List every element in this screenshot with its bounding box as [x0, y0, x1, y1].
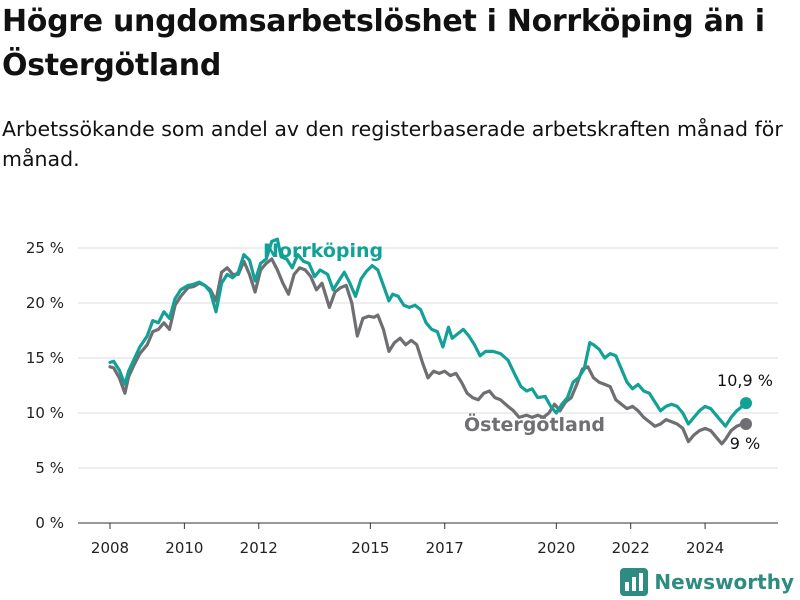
brand-logo: Newsworthy [620, 568, 794, 596]
y-tick-label: 0 % [35, 514, 64, 532]
end-label-ostergotland: 9 % [730, 434, 760, 453]
label-layer: Norrköping Östergötland 10,9 % 9 % [263, 240, 773, 453]
x-tick-label: 2024 [686, 539, 724, 557]
y-tick-label: 20 % [26, 294, 64, 312]
page-title: Högre ungdomsarbetslöshet i Norrköping ä… [2, 4, 765, 83]
newsworthy-icon [620, 568, 649, 596]
y-tick-label: 15 % [26, 349, 64, 367]
x-tick-label: 2020 [537, 539, 575, 557]
x-tick-label: 2017 [426, 539, 464, 557]
series-label-ostergotland: Östergötland [464, 412, 605, 436]
brand-name: Newsworthy [654, 570, 794, 594]
x-tick-label: 2015 [351, 539, 389, 557]
x-tick-label: 2010 [165, 539, 203, 557]
y-tick-label: 5 % [35, 459, 64, 477]
grid-layer: 0 % 5 % 10 % 15 % 20 % 25 % 2008 2010 2012 2015 20… [26, 239, 778, 557]
series-line-norrkoping [108, 237, 748, 428]
end-point-norrkoping [740, 397, 752, 410]
x-tick-label: 2022 [612, 539, 650, 557]
end-point-ostergotland [740, 418, 752, 430]
x-tick-label: 2008 [91, 539, 129, 557]
page-subtitle: Arbetssökande som andel av den registerb… [2, 117, 783, 171]
x-tick-label: 2012 [240, 539, 278, 557]
series-layer [108, 237, 752, 446]
series-label-norrkoping: Norrköping [263, 240, 383, 262]
y-tick-label: 25 % [26, 239, 64, 257]
y-tick-label: 10 % [26, 404, 64, 422]
series-line-ostergotland [108, 257, 748, 446]
end-label-norrkoping: 10,9 % [717, 371, 773, 390]
